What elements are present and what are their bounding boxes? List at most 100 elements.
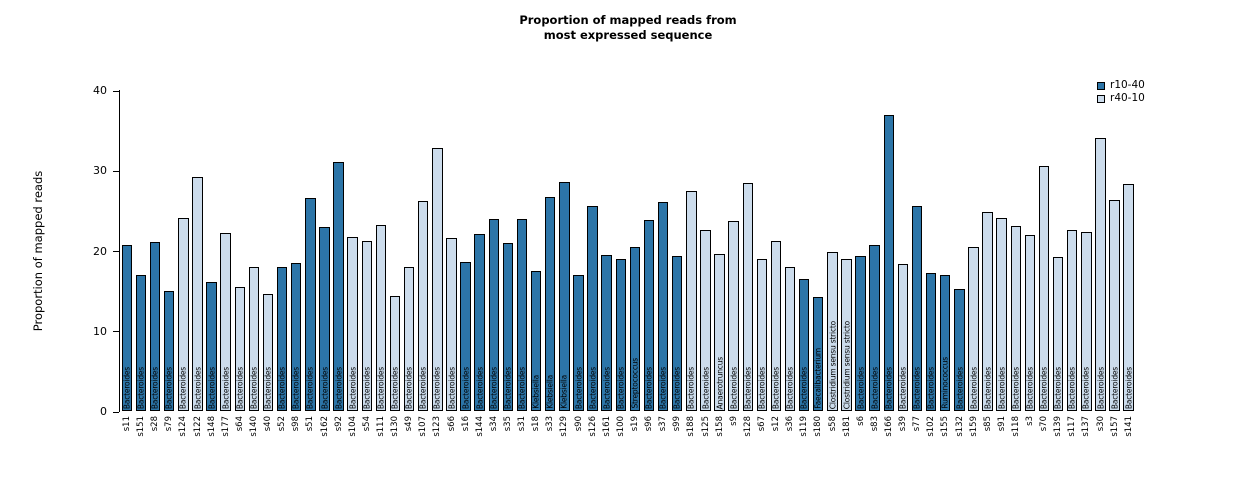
bar-taxon-label: Bacteroides [757,366,767,409]
bar-slot-s33: Klebsiella [543,90,557,411]
bar-taxon-wrap: Bacteroides [729,367,738,409]
bar-slot-s51: Bacteroides [303,90,317,411]
bar-taxon-label: Bacteroides [249,366,259,409]
bar-slot-s137: Bacteroides [1079,90,1093,411]
x-tick-s151: s151 [134,414,148,470]
x-tick-label-wrap: s40 [263,416,273,431]
bar-slot-s18: Klebsiella [529,90,543,411]
x-tick-s58: s58 [825,414,839,470]
bar-taxon-label: Klebsiella [559,375,569,409]
x-tick-label-wrap: s33 [545,416,555,431]
x-tick-label: s9 [728,416,739,426]
bar-taxon-label: Bacteroides [150,366,160,409]
bar-taxon-wrap: Bacteroides [334,367,343,409]
bar-s35 [502,243,514,411]
bar-taxon-label: Bacteroides [884,366,894,409]
bar-taxon-label: Bacteroides [235,366,245,409]
x-tick-label-wrap: s16 [461,416,471,431]
x-tick-label-wrap: s117 [1067,416,1077,437]
bar-s107 [417,200,429,411]
x-tick-label: s3 [1025,416,1036,426]
bar-slot-s77: Bacteroides [910,90,924,411]
bar-taxon-label: Bacteroides [305,366,315,409]
bar-slot-s117: Bacteroides [1065,90,1079,411]
bar-slot-s67: Bacteroides [755,90,769,411]
x-tick-label-wrap: s37 [658,416,668,431]
x-tick-s6: s6 [854,414,868,470]
bar-slot-s91: Bacteroides [995,90,1009,411]
bar-slot-s104: Bacteroides [346,90,360,411]
x-tick-s140: s140 [247,414,261,470]
x-tick-s40: s40 [261,414,275,470]
bar-taxon-wrap: Bacteroides [137,367,146,409]
bar-s67 [756,258,768,411]
x-tick-label: s49 [404,416,415,432]
x-tick-label: s158 [714,416,725,437]
bar-slot-s9: Bacteroides [727,90,741,411]
bar-s139 [1052,256,1064,411]
bar-taxon-label: Bacteroides [404,366,414,409]
x-tick-label: s177 [220,416,231,437]
bar-taxon-wrap: Bacteroides [320,367,329,409]
bar-taxon-wrap: Bacteroides [123,367,132,409]
x-tick-label-wrap: s166 [884,416,894,437]
x-tick-label: s11 [122,416,133,432]
x-tick-s102: s102 [924,414,938,470]
x-tick-label: s137 [1081,416,1092,437]
bar-taxon-wrap: Bacteroides [179,367,188,409]
bar-s90 [573,275,584,411]
x-tick-s159: s159 [967,414,981,470]
y-tick-mark [113,170,119,172]
bar-taxon-wrap: Bacteroides [743,367,752,409]
x-tick-label-wrap: s181 [842,416,852,437]
x-tick-s12: s12 [769,414,783,470]
x-tick-label: s117 [1067,416,1078,437]
x-tick-label: s100 [615,416,626,437]
bar-s111 [375,224,387,411]
x-tick-s122: s122 [191,414,205,470]
x-tick-label: s90 [573,416,584,432]
bar-taxon-wrap: Bacteroides [1110,367,1119,409]
bar-slot-s132: Bacteroides [952,90,966,411]
x-tick-s123: s123 [430,414,444,470]
x-tick-label: s12 [771,416,782,432]
x-tick-s64: s64 [233,414,247,470]
bar-taxon-label: Klebsiella [531,375,541,409]
bar-taxon-wrap: Bacteroides [433,367,442,409]
bar-taxon-wrap: Clostridium sensu stricto [842,321,851,409]
x-tick-s98: s98 [289,414,303,470]
x-tick-label: s180 [813,416,824,437]
bar-taxon-label: Bacteroides [362,366,372,409]
x-tick-label-wrap: s18 [531,416,541,431]
legend-swatch-r40-10 [1097,94,1105,103]
bar-slot-s128: Bacteroides [741,90,755,411]
bar-s155 [940,274,951,411]
bar-taxon-wrap: Bacteroides [645,367,654,409]
bar-taxon-wrap: Bacteroides [193,367,202,409]
bar-taxon-label: Bacteroides [743,366,753,409]
bar-taxon-wrap: Bacteroides [250,367,259,409]
bar-taxon-label: Bacteroides [1067,366,1077,409]
x-tick-label-wrap: s77 [912,416,922,431]
x-tick-s139: s139 [1051,414,1065,470]
bar-s137 [1081,232,1092,411]
x-tick-s52: s52 [275,414,289,470]
bar-s144 [474,234,485,411]
bar-taxon-label: Bacteroides [1039,366,1049,409]
bar-taxon-wrap: Bacteroides [306,367,315,409]
y-axis-label: Proportion of mapped reads [31,170,45,332]
x-tick-label-wrap: s161 [602,416,612,437]
bar-slot-s36: Bacteroides [783,90,797,411]
x-tick-label-wrap: s83 [870,416,880,431]
x-tick-s128: s128 [741,414,755,470]
bar-s36 [784,267,796,411]
x-tick-label-wrap: s96 [644,416,654,431]
bar-s28 [149,241,161,411]
bar-s123 [432,147,443,411]
bar-taxon-label: Anaerotruncus [715,356,725,409]
x-tick-s144: s144 [473,414,487,470]
y-tick-mark [113,251,119,252]
x-tick-label: s92 [333,416,344,432]
bar-s128 [742,183,753,411]
bar-s51 [305,198,316,411]
